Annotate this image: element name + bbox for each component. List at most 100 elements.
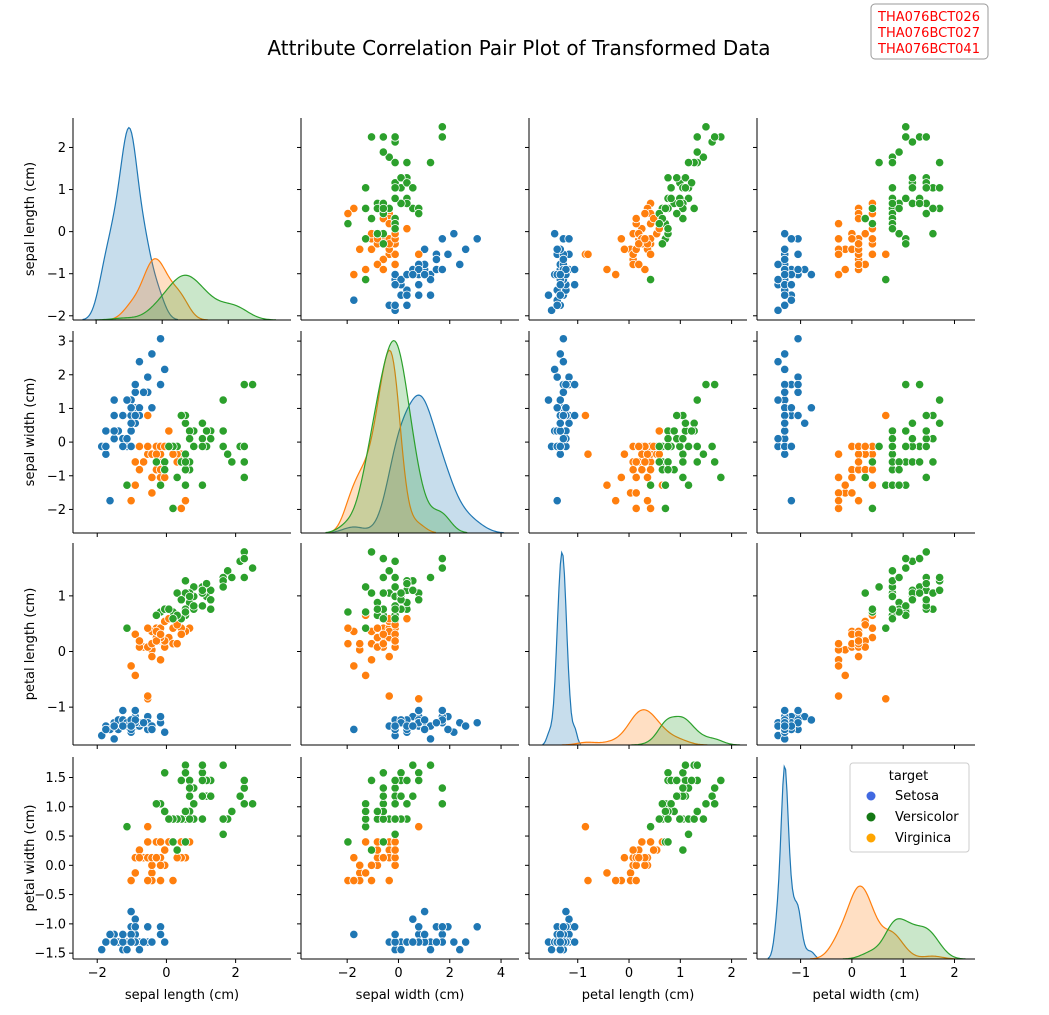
id-box-frame [870,3,989,60]
point-versicolor [853,636,864,646]
point-virginica [692,147,702,157]
point-versicolor [853,259,864,270]
point-virginica [860,588,870,598]
point-virginica [414,768,424,778]
point-versicolor [390,636,400,646]
point-setosa [455,945,465,955]
point-versicolor [881,410,891,421]
point-setosa [130,705,140,716]
point-virginica [663,768,673,778]
point-versicolor [833,472,844,483]
point-virginica [678,449,688,459]
point-virginica [197,434,208,444]
point-versicolor [138,457,149,467]
point-versicolor [172,853,182,863]
y-tick-label: 1.0 [45,800,66,815]
point-virginica [692,395,702,405]
point-virginica [378,614,388,624]
point-setosa [561,379,571,390]
point-setosa [786,496,796,506]
point-setosa [793,705,803,716]
kde-line-virginica [94,274,277,321]
point-virginica [928,457,938,467]
point-setosa [101,441,111,452]
point-versicolor [414,822,424,832]
point-versicolor [143,410,153,421]
point-virginica [914,553,925,564]
point-versicolor [631,457,641,467]
point-versicolor [130,629,140,639]
point-setosa [570,379,580,390]
point-setosa [555,418,565,428]
point-virginica [701,379,711,390]
point-virginica [366,845,377,855]
point-setosa [118,721,128,731]
point-virginica [185,434,195,444]
point-virginica [901,193,911,203]
point-versicolor [384,691,394,701]
point-setosa [109,426,119,436]
point-virginica [921,595,931,605]
point-setosa [806,269,816,280]
point-versicolor [349,269,359,280]
point-virginica [921,426,931,436]
point-setosa [414,280,424,290]
point-virginica [366,588,377,598]
point-virginica [185,426,195,436]
point-virginica [901,426,911,436]
point-setosa [349,929,359,940]
point-setosa [138,937,149,947]
point-virginica [867,604,878,614]
legend-title: target [889,769,929,784]
point-versicolor [853,651,864,662]
point-virginica [366,213,377,224]
point-versicolor [847,488,857,498]
point-virginica [935,158,945,168]
point-versicolor [134,845,145,855]
point-virginica [390,814,400,824]
point-versicolor [366,860,377,870]
point-versicolor [155,629,166,639]
point-versicolor [168,449,178,459]
point-versicolor [642,496,653,506]
point-virginica [686,775,697,786]
y-tick-label: −2 [47,503,66,518]
point-setosa [558,410,568,421]
point-setosa [126,721,136,731]
point-virginica [180,418,191,428]
point-versicolor [126,496,136,506]
point-virginica [223,566,233,576]
y-tick-label: 1 [58,402,66,417]
point-setosa [552,300,562,310]
point-virginica [201,426,212,436]
point-versicolor [645,249,656,259]
point-setosa [118,937,128,947]
point-virginica [239,441,249,452]
point-virginica [180,837,191,847]
point-virginica [239,799,249,809]
x-tick-label: 0 [625,966,633,981]
point-setosa [472,234,482,244]
point-versicolor [833,249,844,259]
point-versicolor [414,249,424,259]
point-setosa [443,249,453,259]
point-versicolor [151,449,161,459]
point-virginica [907,418,918,428]
point-virginica [935,572,945,583]
point-virginica [901,553,911,564]
point-versicolor [390,853,400,863]
point-setosa [443,724,453,735]
point-versicolor [840,670,850,681]
point-versicolor [366,244,377,254]
point-versicolor [580,822,591,832]
point-virginica [180,576,191,586]
point-virginica [901,563,911,573]
point-virginica [402,178,412,188]
point-setosa [126,929,136,940]
point-virginica [390,158,400,168]
point-virginica [176,775,186,786]
point-virginica [887,441,898,452]
point-virginica [887,183,898,193]
x-tick-label: 4 [497,966,505,981]
x-tick-label: 1 [899,966,907,981]
